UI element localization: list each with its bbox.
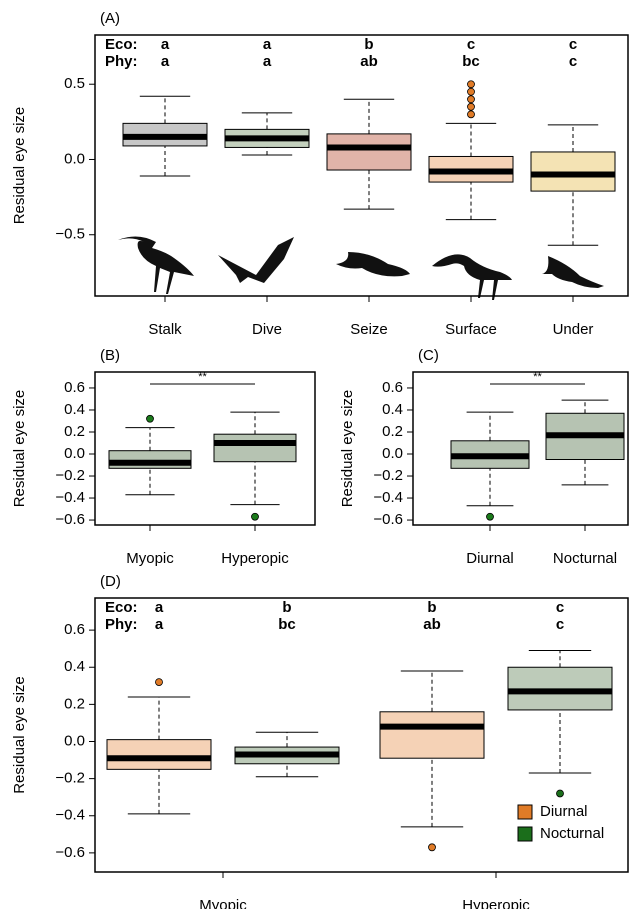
y-axis-label: Residual eye size [11,107,28,225]
annotation-letter: bc [278,616,296,633]
outlier [252,513,259,520]
y-tick-label: 0.2 [64,695,85,712]
y-tick-label: 0.6 [382,379,403,396]
annotation-label: Phy: [105,616,138,633]
x-tick-label: Seize [350,321,388,338]
outlier [468,88,475,95]
figure: (A) Residual eye size −0.5 0.0 0.5 Stalk Dive S… [0,0,640,909]
x-tick-label: Nocturnal [553,550,617,567]
box [531,152,615,191]
y-tick-label: −0.6 [55,844,85,861]
annotation-letter: c [467,36,475,53]
heron-silhouette [118,236,194,294]
legend-swatch [518,827,532,841]
y-tick-label: 0.6 [64,379,85,396]
annotation-letter: c [556,616,564,633]
diver-silhouette [218,237,294,283]
panel-label: (B) [100,347,120,364]
y-tick-label: 0.0 [64,150,85,167]
x-tick-label: Surface [445,321,497,338]
legend-swatch [518,805,532,819]
annotation-label: Eco: [105,36,138,53]
box [214,434,296,462]
annotation-letter: a [155,616,164,633]
annotation-label: Eco: [105,599,138,616]
outlier [468,81,475,88]
outlier [557,790,564,797]
annotation-letter: a [263,36,272,53]
y-tick-label: 0.0 [64,445,85,462]
outlier [468,103,475,110]
y-tick-label: 0.2 [382,423,403,440]
annotation-letter: c [556,599,564,616]
ibis-silhouette [432,254,512,300]
y-tick-label: −0.4 [55,489,85,506]
y-tick-label: −0.4 [55,807,85,824]
x-tick-label: Stalk [148,321,182,338]
shag-silhouette [542,256,604,288]
y-tick-label: 0.2 [64,423,85,440]
annotation-letter: b [364,36,373,53]
legend-label: Diurnal [540,803,588,820]
y-tick-label: −0.6 [55,511,85,528]
annotation-letter: bc [462,53,480,70]
y-tick-label: 0.4 [64,401,85,418]
panel-label: (D) [100,573,121,590]
annotation-letter: b [282,599,291,616]
annotation-letter: a [263,53,272,70]
outlier [156,679,163,686]
annotation-letter: ab [360,53,378,70]
box [327,134,411,170]
annotation-letter: c [569,53,577,70]
x-tick-label: Under [553,321,594,338]
annotation-letter: ab [423,616,441,633]
y-axis-label: Residual eye size [339,390,356,508]
y-tick-label: −0.2 [55,770,85,787]
y-tick-label: 0.5 [64,75,85,92]
gannet-silhouette [336,252,410,276]
x-tick-label: Myopic [126,550,174,567]
box [107,740,211,770]
outlier [429,844,436,851]
y-tick-label: −0.2 [55,467,85,484]
silhouettes [118,236,604,300]
annotation-letter: c [569,36,577,53]
y-tick-label: 0.6 [64,621,85,638]
outlier [487,513,494,520]
annotation-letter: a [155,599,164,616]
x-tick-label: Diurnal [466,550,514,567]
annotation-label: Phy: [105,53,138,70]
y-tick-label: −0.2 [373,467,403,484]
legend-label: Nocturnal [540,825,604,842]
x-tick-label: Hyperopic [221,550,289,567]
panel-label: (A) [100,10,120,27]
outlier [468,111,475,118]
significance-label: ** [198,371,207,383]
panel-label: (C) [418,347,439,364]
y-tick-label: −0.5 [55,226,85,243]
outlier [468,96,475,103]
y-axis-label: Residual eye size [11,676,28,794]
y-tick-label: 0.0 [382,445,403,462]
annotation-letter: a [161,53,170,70]
annotation-letter: b [427,599,436,616]
significance-label: ** [533,371,542,383]
y-tick-label: −0.6 [373,511,403,528]
x-tick-label: Myopic [199,897,247,909]
y-tick-label: 0.0 [64,732,85,749]
box [380,712,484,758]
y-axis-label: Residual eye size [11,390,28,508]
y-tick-label: 0.4 [64,658,85,675]
y-tick-label: −0.4 [373,489,403,506]
y-tick-label: 0.4 [382,401,403,418]
x-tick-label: Dive [252,321,282,338]
outlier [147,415,154,422]
annotation-letter: a [161,36,170,53]
x-tick-label: Hyperopic [462,897,530,909]
